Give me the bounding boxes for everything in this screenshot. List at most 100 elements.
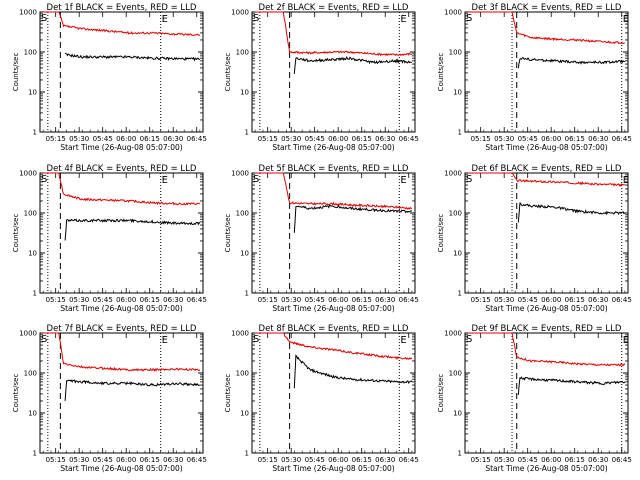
panel-det-8f: Det 8f BLACK = Events, RED = LLD 1 10 100 10…	[224, 324, 419, 473]
x-axis-label: Start Time (26-Aug-08 05:07:00)	[485, 464, 607, 473]
y-axis-label: Counts/sec	[224, 374, 232, 413]
panel-title: Det 9f BLACK = Events, RED = LLD	[472, 324, 622, 334]
y-axis-label: Counts/sec	[12, 53, 20, 92]
end-marker: E	[400, 175, 406, 186]
events-black-series	[517, 376, 626, 395]
y-tick-label: 1000	[231, 170, 249, 178]
x-tick-label: 06:00	[541, 135, 561, 143]
y-tick-label: 100	[236, 210, 249, 218]
start-marker: S	[253, 334, 259, 345]
y-tick-label: 10	[28, 410, 37, 418]
x-tick-label: 06:15	[352, 296, 372, 304]
y-tick-label: 1	[245, 129, 249, 137]
plot-frame	[464, 11, 629, 133]
x-tick-label: 05:30	[281, 135, 301, 143]
start-marker: S	[253, 174, 259, 185]
y-tick-label: 1000	[19, 9, 37, 17]
end-marker: E	[400, 335, 406, 346]
x-tick-label: 05:15	[471, 296, 491, 304]
x-tick-label: 05:45	[93, 296, 113, 304]
x-tick-label: 06:00	[116, 296, 136, 304]
x-tick-label: 05:45	[305, 296, 325, 304]
x-tick-label: 06:15	[565, 296, 585, 304]
y-tick-label: 100	[24, 210, 37, 218]
x-axis-label: Start Time (26-Aug-08 05:07:00)	[60, 304, 182, 313]
plot-frame	[39, 172, 204, 294]
x-tick-label: 06:15	[140, 456, 160, 464]
y-tick-label: 1000	[231, 9, 249, 17]
panel-det-2f: Det 2f BLACK = Events, RED = LLD 1 10 100 10…	[224, 3, 419, 152]
x-tick-label: 05:30	[281, 456, 301, 464]
x-tick-label: 06:15	[565, 456, 585, 464]
lld-red-series	[468, 11, 626, 45]
panel-title: Det 1f BLACK = Events, RED = LLD	[47, 3, 197, 13]
x-axis-label: Start Time (26-Aug-08 05:07:00)	[60, 464, 182, 473]
y-tick-label: 10	[28, 250, 37, 258]
events-black-series	[293, 204, 413, 233]
y-axis-label: Counts/sec	[437, 53, 445, 92]
y-tick-label: 1000	[444, 330, 462, 338]
y-tick-label: 1000	[444, 9, 462, 17]
x-tick-label: 05:30	[281, 296, 301, 304]
x-tick-label: 06:30	[375, 456, 395, 464]
y-tick-label: 100	[449, 210, 462, 218]
lld-red-series	[43, 332, 201, 372]
x-tick-label: 05:30	[69, 135, 89, 143]
y-tick-label: 1	[245, 450, 249, 458]
panel-title: Det 6f BLACK = Events, RED = LLD	[472, 164, 622, 174]
end-marker: E	[623, 175, 629, 186]
x-tick-label: 06:45	[187, 135, 207, 143]
x-tick-label: 05:15	[258, 135, 278, 143]
x-tick-label: 05:45	[518, 456, 538, 464]
y-tick-label: 1	[245, 290, 249, 298]
x-tick-label: 06:15	[352, 456, 372, 464]
plot-frame	[251, 172, 416, 294]
panel-det-9f: Det 9f BLACK = Events, RED = LLD 1 10 100 10…	[437, 324, 632, 473]
plot-frame	[39, 11, 204, 133]
panel-det-6f: Det 6f BLACK = Events, RED = LLD 1 10 100 10…	[437, 164, 632, 313]
start-marker: S	[466, 13, 472, 24]
panel-det-3f: Det 3f BLACK = Events, RED = LLD 1 10 100 10…	[437, 3, 632, 152]
panel-det-4f: Det 4f BLACK = Events, RED = LLD 1 10 100 10…	[12, 164, 207, 313]
x-tick-label: 05:45	[305, 456, 325, 464]
panel-title: Det 5f BLACK = Events, RED = LLD	[259, 164, 409, 174]
y-tick-label: 1	[33, 129, 37, 137]
x-tick-label: 06:30	[163, 296, 183, 304]
end-marker: E	[400, 14, 406, 25]
end-marker: E	[623, 335, 629, 346]
lld-red-series	[255, 11, 413, 57]
lld-red-series	[468, 172, 626, 188]
x-tick-label: 05:30	[494, 135, 514, 143]
y-axis-label: Counts/sec	[12, 214, 20, 253]
x-tick-label: 06:00	[116, 135, 136, 143]
start-marker: S	[466, 174, 472, 185]
y-tick-label: 1	[33, 450, 37, 458]
events-black-series	[293, 354, 413, 389]
plot-frame	[464, 332, 629, 454]
x-tick-label: 05:45	[93, 135, 113, 143]
events-black-series	[64, 218, 201, 241]
lld-red-series	[255, 332, 413, 360]
start-marker: S	[41, 334, 47, 345]
x-tick-label: 06:30	[375, 135, 395, 143]
x-axis-label: Start Time (26-Aug-08 05:07:00)	[272, 304, 394, 313]
y-tick-label: 10	[240, 410, 249, 418]
y-tick-label: 100	[24, 49, 37, 57]
panel-title: Det 2f BLACK = Events, RED = LLD	[259, 3, 409, 13]
x-tick-label: 06:45	[612, 296, 632, 304]
x-tick-label: 06:00	[116, 456, 136, 464]
x-axis-label: Start Time (26-Aug-08 05:07:00)	[485, 304, 607, 313]
y-tick-label: 1	[33, 290, 37, 298]
x-axis-label: Start Time (26-Aug-08 05:07:00)	[272, 143, 394, 152]
start-marker: S	[41, 13, 47, 24]
x-tick-label: 05:45	[305, 135, 325, 143]
y-tick-label: 1	[458, 129, 462, 137]
x-tick-label: 05:15	[471, 456, 491, 464]
x-tick-label: 06:00	[328, 296, 348, 304]
x-tick-label: 05:45	[93, 456, 113, 464]
x-tick-label: 06:15	[565, 135, 585, 143]
panel-title: Det 4f BLACK = Events, RED = LLD	[47, 164, 197, 174]
panel-det-1f: Det 1f BLACK = Events, RED = LLD 1 10 100 10…	[12, 3, 207, 152]
plot-frame	[39, 332, 204, 454]
